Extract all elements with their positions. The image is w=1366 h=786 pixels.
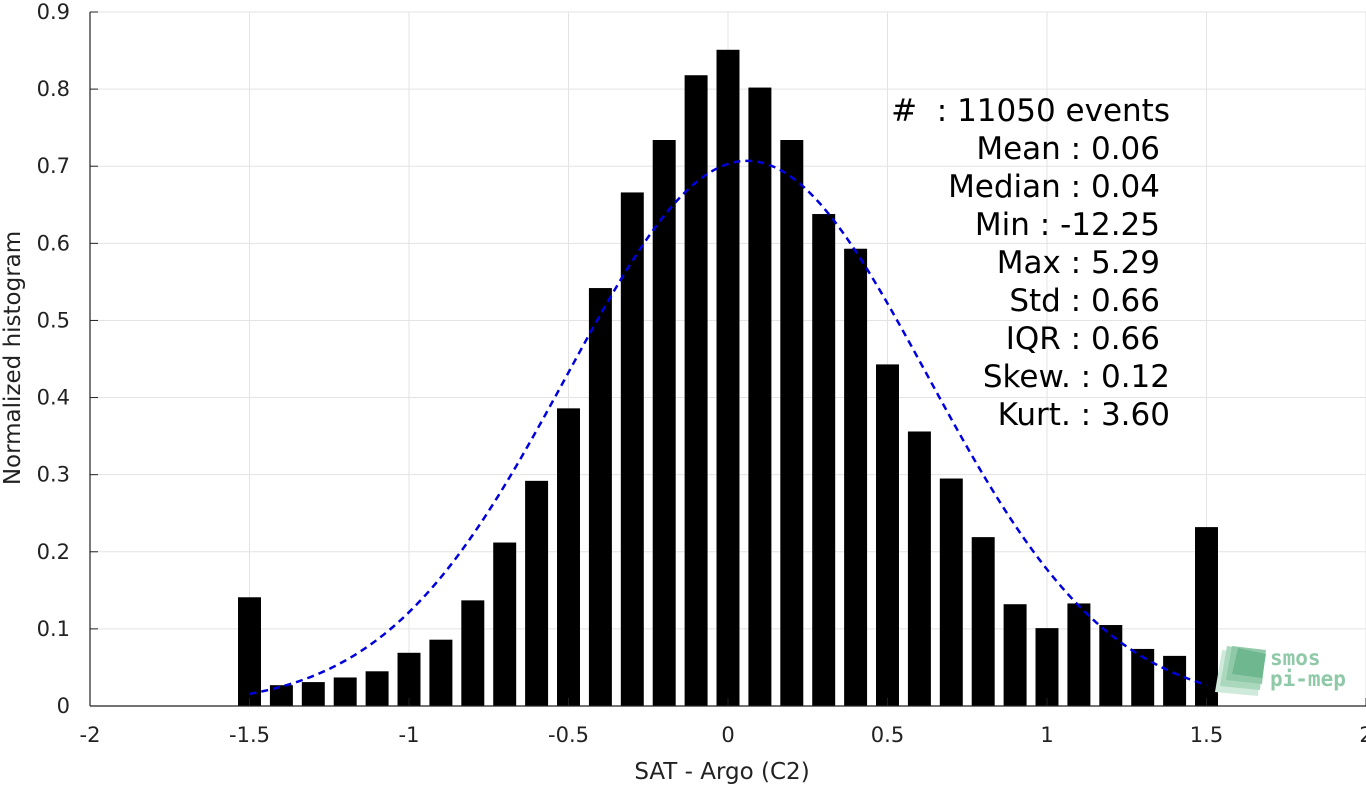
- y-tick-label: 0: [57, 694, 70, 718]
- smos-pimep-logo: smos pi-mep: [1215, 646, 1346, 696]
- histogram-bar: [365, 671, 389, 706]
- stat-events: # : 11050 events: [891, 93, 1170, 129]
- histogram-bar: [939, 478, 963, 706]
- histogram-bar: [557, 408, 580, 706]
- histogram-bar: [844, 248, 868, 706]
- x-tick-label: -1.5: [229, 723, 270, 747]
- histogram-bar: [684, 75, 708, 707]
- y-tick-label: 0.4: [37, 386, 70, 410]
- axes: [89, 11, 1366, 707]
- histogram-bar: [1003, 604, 1027, 706]
- stat-kurt: Kurt. : 3.60: [998, 397, 1170, 433]
- histogram-bar: [1163, 655, 1187, 706]
- histogram-bar: [1035, 628, 1059, 706]
- y-tick-labels: 0 0.1 0.2 0.3 0.4 0.5 0.6 0.7 0.8 0.9: [37, 0, 70, 718]
- y-tick-label: 0.2: [37, 540, 70, 564]
- stat-min: Min : -12.25: [975, 207, 1160, 243]
- histogram-bar: [397, 652, 421, 706]
- logo-text-smos: smos: [1270, 646, 1321, 670]
- y-tick-label: 0.6: [37, 231, 70, 255]
- x-axis-title: SAT - Argo (C2): [634, 759, 809, 785]
- x-tick-labels: -2 -1.5 -1 -0.5 0 0.5 1 1.5 2: [80, 723, 1366, 747]
- histogram-bar: [525, 480, 549, 706]
- y-tick-label: 0.3: [37, 463, 70, 487]
- histogram-bar: [716, 49, 740, 707]
- x-tick-label: 2: [1359, 723, 1366, 747]
- x-tick-label: 1: [1040, 723, 1053, 747]
- histogram-bar: [748, 87, 772, 706]
- y-tick-label: 0.9: [37, 0, 70, 24]
- x-tick-label: -2: [80, 723, 101, 747]
- x-tick-label: 0.5: [871, 723, 904, 747]
- histogram-bar: [269, 685, 293, 706]
- y-tick-label: 0.5: [37, 308, 70, 332]
- histogram-bar: [1099, 625, 1123, 706]
- histogram-bar: [971, 537, 995, 706]
- histogram-bar: [333, 677, 357, 706]
- x-tick-label: -0.5: [548, 723, 589, 747]
- histogram-bar: [238, 597, 261, 706]
- histogram-bar: [493, 542, 517, 706]
- histogram-bar: [1067, 603, 1091, 706]
- statistics-annotation: # : 11050 events Mean : 0.06 Median : 0.…: [891, 93, 1170, 433]
- histogram-bar: [652, 140, 676, 706]
- x-tick-label: 0: [721, 723, 734, 747]
- x-tick-label: -1: [399, 723, 420, 747]
- histogram-bar: [907, 431, 931, 706]
- logo-mark-icon: [1215, 646, 1266, 696]
- histogram-bar: [461, 600, 485, 706]
- stat-iqr: IQR : 0.66: [1006, 321, 1160, 357]
- y-axis-title: Normalized histogram: [0, 231, 26, 485]
- logo-text-pimep: pi-mep: [1270, 667, 1346, 691]
- normal-fit-curve: [249, 159, 1207, 696]
- stat-max: Max : 5.29: [997, 245, 1160, 281]
- x-tick-label: 1.5: [1190, 723, 1223, 747]
- histogram-bar: [812, 214, 836, 706]
- stat-median: Median : 0.04: [948, 169, 1160, 205]
- histogram-bar: [1195, 527, 1218, 706]
- y-tick-label: 0.8: [37, 77, 70, 101]
- histogram-bar: [429, 639, 453, 706]
- histogram-bar: [301, 682, 325, 706]
- y-tick-label: 0.1: [37, 617, 70, 641]
- stat-skew: Skew. : 0.12: [983, 359, 1170, 395]
- stat-mean: Mean : 0.06: [976, 131, 1160, 167]
- histogram-bar: [780, 140, 804, 706]
- histogram-bars: [238, 49, 1218, 707]
- histogram-bar: [620, 192, 644, 706]
- y-tick-label: 0.7: [37, 154, 70, 178]
- stat-std: Std : 0.66: [1009, 283, 1160, 319]
- histogram-bar: [588, 288, 612, 706]
- histogram-bar: [876, 364, 899, 706]
- histogram-bar: [1131, 648, 1155, 706]
